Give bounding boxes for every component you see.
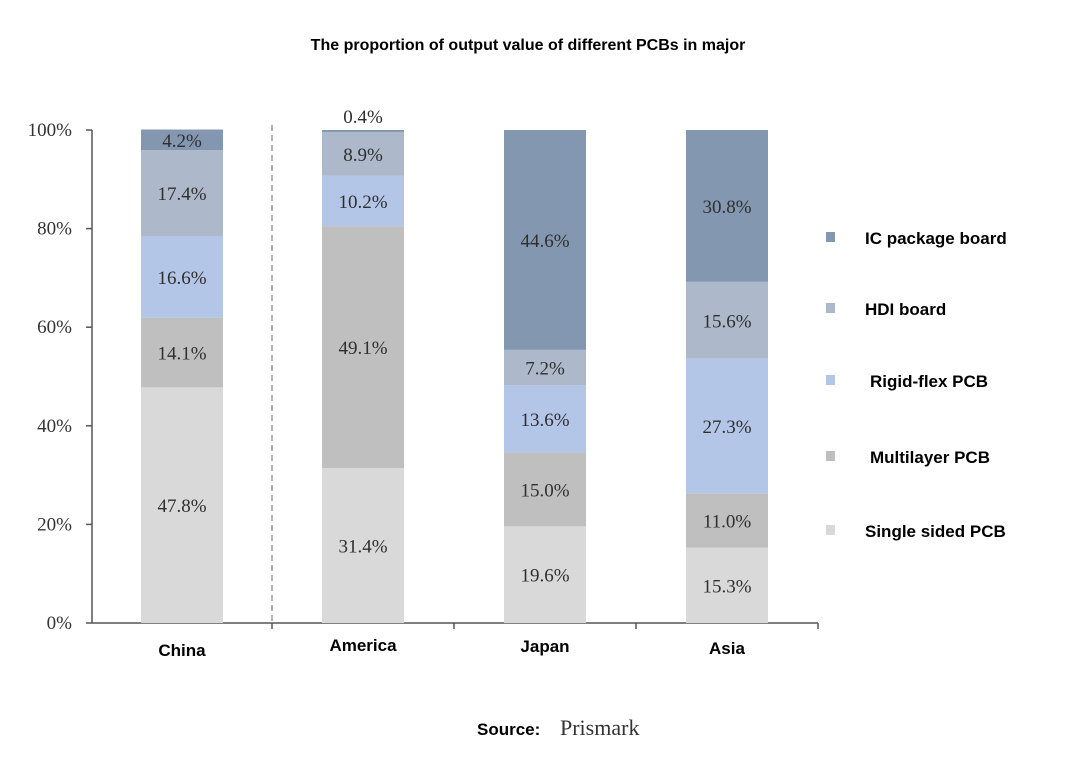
y-tick-label: 60% — [37, 317, 72, 338]
data-label: 15.3% — [702, 576, 751, 597]
data-label: 15.0% — [520, 480, 569, 501]
source-note: Source: Prismark — [477, 715, 639, 740]
legend-label: Single sided PCB — [865, 522, 1006, 541]
legend-swatch — [826, 375, 835, 385]
legend-label: Rigid-flex PCB — [870, 372, 988, 391]
data-label: 31.4% — [338, 537, 387, 558]
bar-segment — [141, 235, 223, 318]
bar-segment — [322, 131, 404, 176]
legend-swatch — [826, 451, 835, 461]
bar-segment — [141, 150, 223, 236]
legend-swatch — [826, 303, 835, 313]
legend-swatch — [826, 232, 835, 242]
legend-item: Rigid-flex PCB — [826, 372, 988, 391]
data-label: 14.1% — [157, 344, 206, 365]
data-label: 10.2% — [338, 192, 387, 213]
y-tick-label: 0% — [47, 613, 73, 634]
legend-item: Single sided PCB — [826, 522, 1006, 541]
bar-segment — [686, 493, 768, 548]
data-label: 17.4% — [157, 184, 206, 205]
data-label: 13.6% — [520, 410, 569, 431]
bar-segment — [322, 226, 404, 469]
source-label: Source: — [477, 720, 540, 739]
data-label: 7.2% — [525, 359, 565, 380]
data-label: 27.3% — [702, 417, 751, 438]
legend-swatch — [826, 525, 835, 535]
bar-segment — [504, 526, 586, 623]
bar-segment — [141, 129, 223, 151]
x-category-label: China — [158, 641, 206, 660]
axis-layer: 0% 20% 40% 60% 80% 100% China America Japan Asia — [28, 120, 819, 660]
data-label: 19.6% — [520, 566, 569, 587]
data-label: 49.1% — [338, 338, 387, 359]
bar-segment — [686, 281, 768, 359]
bar-segment — [141, 317, 223, 388]
data-labels-layer: 47.8% 14.1% 16.6% 17.4% 4.2% 31.4% 49.1% 10.2% 8… — [157, 107, 751, 597]
data-label: 11.0% — [703, 511, 752, 532]
bar-segment — [504, 452, 586, 527]
data-label: 30.8% — [702, 197, 751, 218]
x-category-label: Asia — [709, 639, 745, 658]
legend-label: HDI board — [865, 300, 946, 319]
bar-segment — [504, 385, 586, 453]
bar-segment — [322, 468, 404, 623]
bar-segment — [686, 358, 768, 494]
bar-segment — [504, 130, 586, 350]
data-label: 44.6% — [520, 231, 569, 252]
bar-segment — [686, 547, 768, 623]
data-label: 47.8% — [157, 496, 206, 517]
y-tick-label: 80% — [37, 219, 72, 240]
chart-title: The proportion of output value of differ… — [311, 37, 746, 54]
x-category-label: Japan — [520, 637, 569, 656]
legend: IC package board HDI board Rigid-flex PCB M… — [826, 229, 1007, 541]
bar-segment — [504, 349, 586, 386]
legend-label: IC package board — [865, 229, 1007, 248]
bars-layer — [141, 129, 768, 623]
legend-item: HDI board — [826, 300, 946, 319]
data-label: 16.6% — [157, 268, 206, 289]
bar-segment — [686, 130, 768, 282]
legend-item: Multilayer PCB — [826, 448, 990, 467]
y-tick-label: 40% — [37, 416, 72, 437]
source-value: Prismark — [560, 715, 639, 740]
data-label: 8.9% — [343, 145, 383, 166]
bar-segment — [322, 130, 404, 132]
data-label: 15.6% — [702, 311, 751, 332]
data-label: 4.2% — [162, 131, 202, 152]
y-tick-label: 20% — [37, 514, 72, 535]
bar-segment — [141, 387, 223, 623]
data-label: 0.4% — [343, 107, 383, 128]
bar-segment — [322, 175, 404, 227]
y-tick-label: 100% — [28, 120, 73, 141]
legend-item: IC package board — [826, 229, 1007, 248]
legend-label: Multilayer PCB — [870, 448, 990, 467]
x-category-label: America — [329, 636, 397, 655]
